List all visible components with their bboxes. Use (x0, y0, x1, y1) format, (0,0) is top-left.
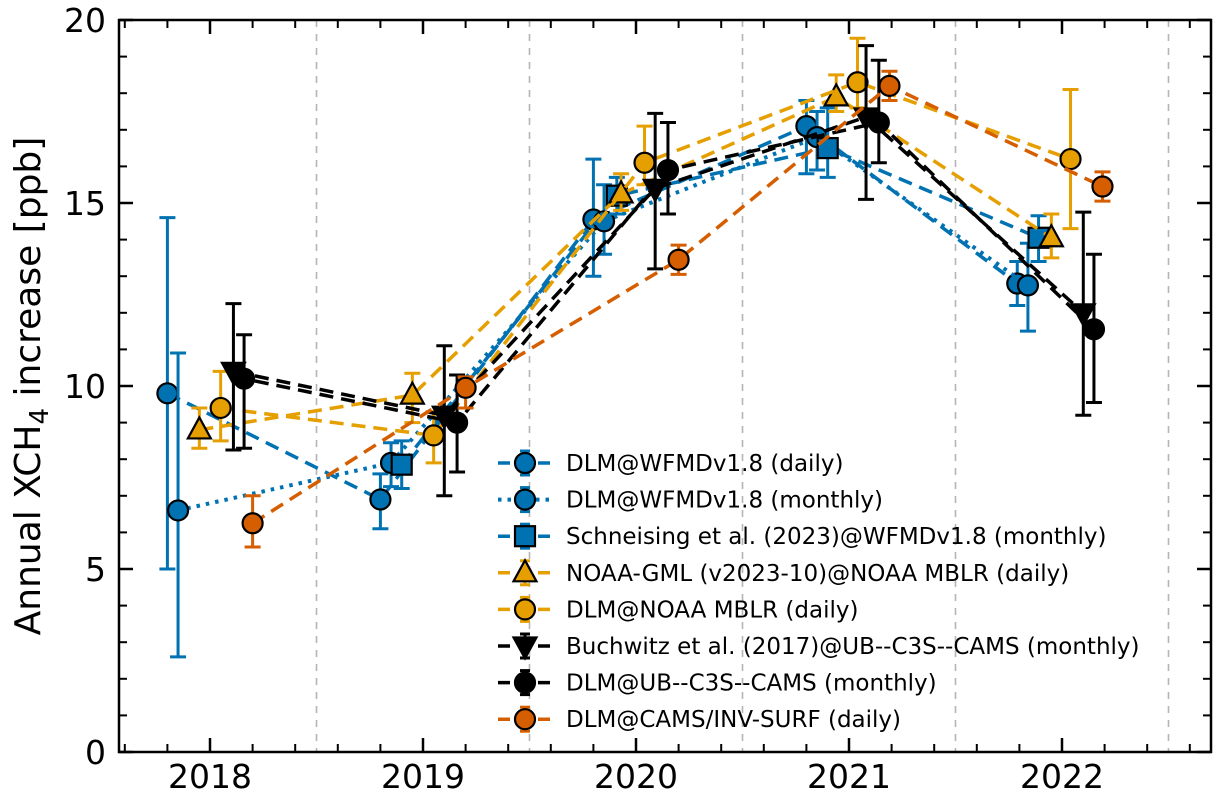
data-point-marker-triangle-down (1069, 303, 1097, 328)
data-point-marker-circle (867, 111, 890, 134)
data-point-marker-circle (667, 248, 690, 271)
legend-label: NOAA-GML (v2023-10)@NOAA MBLR (daily) (566, 561, 1069, 587)
data-point-marker-circle (656, 158, 680, 182)
data-point-marker-triangle-up (1037, 222, 1065, 248)
series-1 (156, 99, 1029, 571)
gridlines (315, 20, 1170, 752)
data-point-marker-square (513, 525, 537, 548)
data-point-marker-triangle-up (822, 82, 850, 107)
legend: DLM@WFMDv1.8 (daily) DLM@WFMDv1.8 (monthl… (498, 449, 1140, 733)
legend-item: DLM@WFMDv1.8 (monthly) (498, 486, 883, 514)
data-point-marker-circle (878, 74, 901, 97)
series-5 (209, 36, 1082, 465)
data-point-marker-circle (513, 451, 537, 475)
legend-label: DLM@WFMDv1.8 (monthly) (566, 488, 883, 514)
legend-item: Schneising et al. (2023)@WFMDv1.8 (month… (498, 522, 1107, 550)
series-4 (185, 73, 1065, 450)
data-point-marker-circle (513, 488, 537, 511)
x-tick-label: 2020 (594, 757, 678, 796)
series-line (400, 146, 1040, 466)
data-point-marker-circle (156, 382, 179, 405)
legend-item: DLM@WFMDv1.8 (daily) (498, 449, 843, 477)
y-tick-label: 15 (64, 184, 106, 223)
y-tick-label: 0 (85, 733, 106, 772)
axis-ticks: 2018 2019 2020 2021 2022 0 5 10 15 20 (64, 1, 1211, 796)
data-point-marker-triangle-down (511, 636, 539, 661)
data-point-marker-triangle-up (185, 415, 213, 440)
error-bar (236, 333, 253, 450)
legend-item: DLM@NOAA MBLR (daily) (498, 595, 858, 623)
legend-label: DLM@WFMDv1.8 (daily) (566, 451, 843, 477)
legend-label: DLM@NOAA MBLR (daily) (566, 597, 858, 623)
y-tick-label: 10 (64, 367, 106, 406)
series-7 (232, 58, 1106, 474)
data-point-marker-circle (846, 71, 869, 94)
data-point-marker-circle (513, 671, 537, 694)
data-point-marker-circle (241, 512, 264, 535)
legend-item: DLM@UB--C3S--CAMS (monthly) (498, 669, 937, 697)
data-point-marker-circle (422, 424, 445, 447)
data-point-marker-triangle-up (607, 179, 635, 204)
y-axis-label: Annual XCH4 increase [ppb] (8, 137, 55, 636)
legend-item: Buchwitz et al. (2017)@UB--C3S--CAMS (mo… (498, 632, 1140, 661)
data-point-marker-circle (513, 598, 537, 621)
data-point-marker-circle (1082, 318, 1106, 341)
data-point-marker-circle (513, 708, 537, 731)
data-point-marker-square (390, 453, 413, 476)
x-tick-label: 2018 (168, 757, 252, 796)
legend-label: Buchwitz et al. (2017)@UB--C3S--CAMS (mo… (566, 634, 1140, 660)
series-line (177, 134, 1030, 513)
x-tick-label: 2021 (807, 757, 891, 796)
legend-label: DLM@CAMS/INV-SURF (daily) (566, 707, 901, 733)
legend-item: DLM@CAMS/INV-SURF (daily) (498, 705, 901, 733)
series-line (166, 124, 1019, 502)
data-point-marker-circle (166, 499, 190, 522)
data-point-marker-circle (232, 367, 256, 390)
data-point-marker-circle (1016, 274, 1040, 297)
data-point-marker-circle (369, 488, 392, 511)
x-tick-label: 2019 (381, 757, 465, 796)
y-tick-label: 5 (85, 550, 106, 589)
series-line (233, 115, 1085, 418)
series-line (199, 94, 1053, 432)
legend-item: NOAA-GML (v2023-10)@NOAA MBLR (daily) (498, 558, 1069, 587)
x-tick-label: 2022 (1020, 757, 1104, 796)
legend-label: Schneising et al. (2023)@WFMDv1.8 (month… (566, 524, 1107, 550)
series-6 (220, 44, 1097, 498)
data-point-marker-circle (1091, 175, 1114, 198)
data-point-marker-circle (633, 151, 656, 174)
series-8 (241, 69, 1114, 549)
legend-label: DLM@UB--C3S--CAMS (monthly) (566, 671, 937, 697)
data-point-marker-triangle-up (511, 558, 539, 583)
data-series (156, 36, 1114, 659)
data-point-marker-circle (445, 411, 469, 434)
y-tick-label: 20 (64, 1, 106, 40)
data-point-marker-circle (1059, 147, 1082, 171)
data-point-marker-triangle-up (398, 380, 426, 405)
data-point-marker-circle (209, 396, 232, 420)
data-point-marker-circle (454, 376, 477, 399)
